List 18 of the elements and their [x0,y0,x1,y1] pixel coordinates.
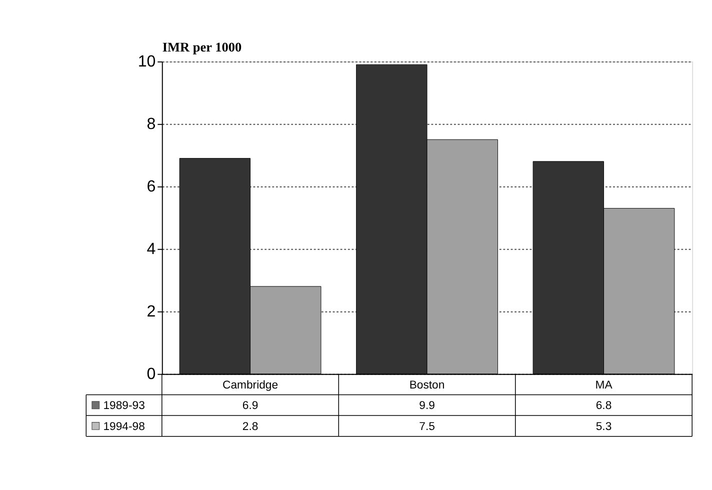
legend-label: 1994-98 [103,420,145,433]
y-axis-title: IMR per 1000 [162,40,242,54]
y-tick-label: 10 [138,52,156,71]
data-label: 7.5 [419,420,435,433]
y-tick-label: 4 [146,240,156,258]
data-label: 9.9 [419,400,435,412]
y-tick-label: 0 [146,365,156,384]
data-label: 6.8 [596,400,612,412]
x-tick-label: Cambridge [222,380,278,392]
y-tick-label: 8 [146,115,156,134]
x-tick-label: Boston [409,380,445,392]
data-label: 2.8 [242,420,258,433]
x-tick-label: MA [595,380,613,392]
data-label: 6.9 [242,400,258,412]
legend-label: 1989-93 [103,400,145,412]
y-tick-label: 6 [146,178,156,196]
data-label: 5.3 [596,420,612,433]
y-tick-label: 2 [146,302,156,321]
